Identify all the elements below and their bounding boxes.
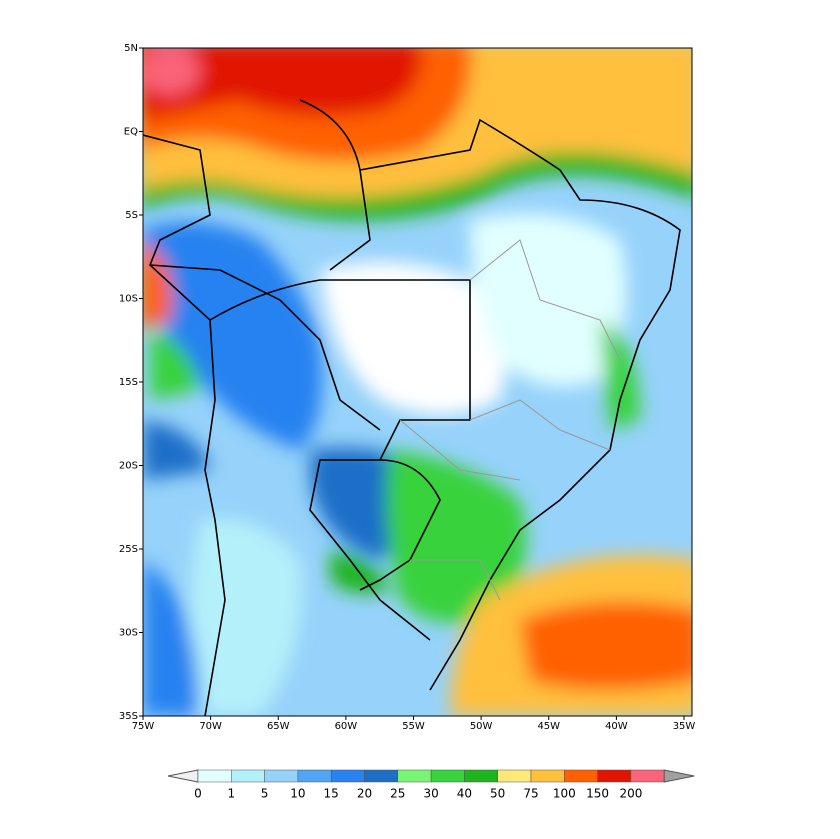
lon-label: 70W: [199, 721, 222, 732]
colorbar-low: [167, 769, 199, 783]
lat-label: 5S: [125, 210, 138, 221]
colorbar-label: 75: [523, 787, 538, 801]
colorbar-box: [497, 769, 532, 783]
colorbar-box: [231, 769, 265, 783]
lat-label: 20S: [119, 461, 138, 472]
colorbar-label: 1: [227, 787, 235, 801]
lat-label: 35S: [119, 711, 138, 722]
colorbar-label: 25: [390, 787, 405, 801]
lat-label: 10S: [119, 294, 138, 305]
state-borders: [399, 239, 621, 601]
colorbar-box: [397, 769, 432, 783]
colorbar-label: 150: [586, 787, 609, 801]
colorbar-box: [530, 769, 565, 783]
lon-label: 60W: [335, 721, 358, 732]
lon-label: 40W: [605, 721, 628, 732]
colorbar: 0 1 5 10 15 20 25 30 40 50 75 100 150 200: [167, 769, 695, 801]
colorbar-label: 15: [324, 787, 339, 801]
colorbar-box: [597, 769, 632, 783]
lon-label: 65W: [267, 721, 290, 732]
colorbar-label: 50: [490, 787, 505, 801]
colorbar-label: 40: [457, 787, 472, 801]
precipitation-field: [143, 48, 692, 716]
colorbar-label: 0: [194, 787, 202, 801]
lon-label: 50W: [470, 721, 493, 732]
colorbar-label: 200: [619, 787, 642, 801]
borders: [143, 99, 681, 716]
colorbar-label: 20: [357, 787, 372, 801]
colorbar-box: [630, 769, 665, 783]
colorbar-high: [663, 769, 695, 783]
colorbar-box: [264, 769, 299, 783]
colorbar-box: [430, 769, 465, 783]
colorbar-box: [197, 769, 232, 783]
colorbar-label: 100: [553, 787, 576, 801]
lon-label: 45W: [537, 721, 560, 732]
colorbar-box: [364, 769, 399, 783]
colorbar-label: 10: [290, 787, 305, 801]
colorbar-label: 5: [261, 787, 269, 801]
lon-label: 55W: [402, 721, 425, 732]
colorbar-box: [297, 769, 332, 783]
lat-label: 15S: [119, 377, 138, 388]
colorbar-box: [464, 769, 498, 783]
colorbar-label: 30: [423, 787, 438, 801]
lat-label: 25S: [119, 544, 138, 555]
lon-label: 75W: [132, 721, 155, 732]
lon-label: 35W: [673, 721, 696, 732]
lat-label: EQ: [124, 127, 138, 138]
lat-label: 30S: [119, 628, 138, 639]
lat-label: 5N: [124, 43, 138, 54]
colorbar-box: [330, 769, 365, 783]
colorbar-box: [564, 769, 598, 783]
